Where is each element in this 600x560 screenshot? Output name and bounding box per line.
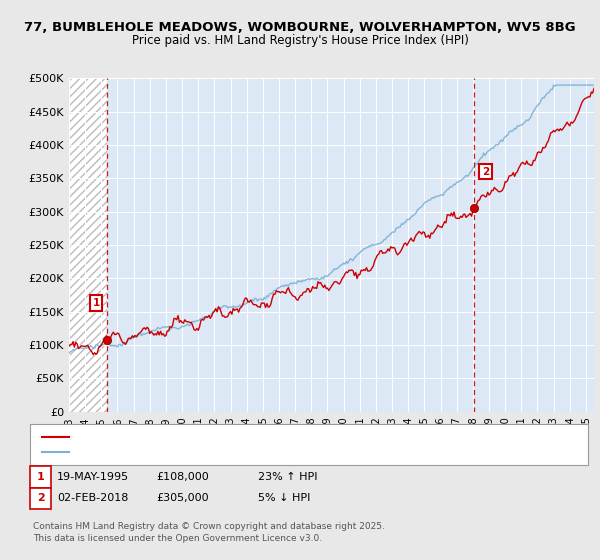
Text: 2: 2	[37, 493, 44, 503]
Bar	[107, 78, 474, 412]
Text: 23% ↑ HPI: 23% ↑ HPI	[258, 472, 317, 482]
Text: 5% ↓ HPI: 5% ↓ HPI	[258, 493, 310, 503]
Bar	[474, 78, 594, 412]
Text: 2: 2	[482, 167, 489, 177]
Text: 77, BUMBLEHOLE MEADOWS, WOMBOURNE, WOLVERHAMPTON, WV5 8BG (detached house): 77, BUMBLEHOLE MEADOWS, WOMBOURNE, WOLVE…	[74, 432, 527, 442]
Text: HPI: Average price, detached house, South Staffordshire: HPI: Average price, detached house, Sout…	[74, 447, 349, 457]
Text: Contains HM Land Registry data © Crown copyright and database right 2025.
This d: Contains HM Land Registry data © Crown c…	[33, 522, 385, 543]
Text: 1: 1	[37, 472, 44, 482]
Text: 77, BUMBLEHOLE MEADOWS, WOMBOURNE, WOLVERHAMPTON, WV5 8BG: 77, BUMBLEHOLE MEADOWS, WOMBOURNE, WOLVE…	[24, 21, 576, 34]
Bar	[69, 78, 107, 412]
Text: 02-FEB-2018: 02-FEB-2018	[57, 493, 128, 503]
Text: £108,000: £108,000	[156, 472, 209, 482]
Text: Price paid vs. HM Land Registry's House Price Index (HPI): Price paid vs. HM Land Registry's House …	[131, 34, 469, 46]
Text: 1: 1	[92, 298, 100, 308]
Text: £305,000: £305,000	[156, 493, 209, 503]
Text: 19-MAY-1995: 19-MAY-1995	[57, 472, 129, 482]
Bar	[69, 78, 107, 412]
